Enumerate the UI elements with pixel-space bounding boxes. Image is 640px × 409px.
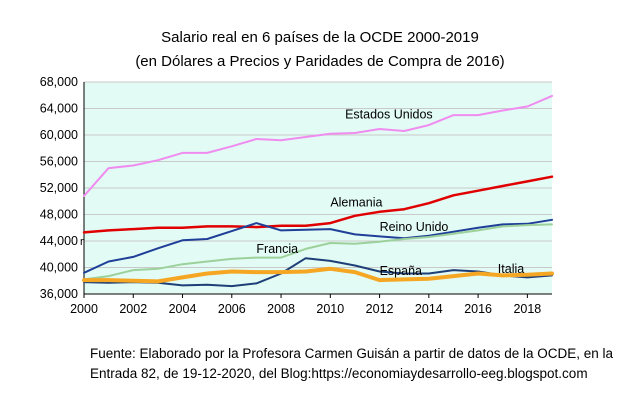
y-tick-label: 60,000 [40, 128, 78, 142]
x-tick-label: 2012 [366, 302, 394, 316]
series-line-estados-unidos [83, 94, 553, 197]
source-note: Fuente: Elaborado por la Profesora Carme… [90, 344, 630, 384]
y-tick-label: 48,000 [40, 208, 78, 222]
series-label: Reino Unido [380, 220, 449, 234]
series-label: España [380, 264, 422, 278]
series-label: Estados Unidos [345, 107, 433, 121]
series-line-espana [83, 257, 553, 288]
x-tick-label: 2010 [316, 302, 344, 316]
series-line-francia [83, 223, 553, 281]
series-label: Italia [498, 262, 524, 276]
x-tick-label: 2006 [218, 302, 246, 316]
x-tick-label: 2008 [267, 302, 295, 316]
y-tick-label: 40,000 [40, 261, 78, 275]
source-line-2: Entrada 82, de 19-12-2020, del Blog:http… [90, 366, 588, 381]
x-tick-label: 2002 [119, 302, 147, 316]
series-line-reino-unido [83, 218, 553, 274]
x-tick-label: 2000 [70, 302, 98, 316]
y-tick-label: 64,000 [40, 102, 78, 116]
y-tick-label: 56,000 [40, 155, 78, 169]
x-tick-label: 2016 [464, 302, 492, 316]
series-line-italia [82, 266, 554, 284]
x-tick-label: 2018 [513, 302, 541, 316]
chart-title: Salario real en 6 países de la OCDE 2000… [161, 29, 479, 46]
y-tick-label: 44,000 [40, 234, 78, 248]
x-tick-label: 2004 [169, 302, 197, 316]
y-tick-label: 68,000 [40, 75, 78, 89]
source-line-1: Fuente: Elaborado por la Profesora Carme… [90, 346, 614, 361]
stray-mark: r [80, 236, 84, 248]
line-chart: 36,000 40,000 44,000 48,000 52,000 56,000 60,0… [40, 75, 554, 316]
series-label: Francia [256, 242, 298, 256]
chart-subtitle: (en Dólares a Precios y Paridades de Com… [135, 53, 505, 70]
y-tick-label: 52,000 [40, 181, 78, 195]
y-tick-label: 36,000 [40, 287, 78, 301]
series-label: Alemania [330, 196, 382, 210]
series-line-alemania [82, 175, 554, 234]
x-tick-label: 2014 [415, 302, 443, 316]
